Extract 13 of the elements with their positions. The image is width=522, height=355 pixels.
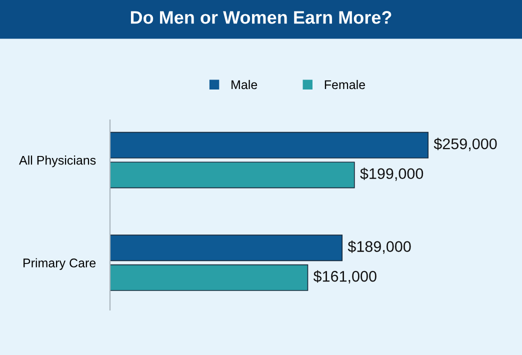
bar: [110, 264, 308, 291]
bar: [110, 162, 355, 188]
data-label: $189,000: [348, 240, 411, 254]
y-tick-label: Primary Care: [24, 258, 96, 270]
bar: [110, 234, 343, 262]
bar: [110, 132, 429, 158]
data-label: $199,000: [360, 168, 424, 181]
chart-title: Do Men or Women Earn More?: [130, 11, 392, 24]
data-label: $161,000: [313, 270, 376, 284]
y-tick-label: All Physicians: [19, 156, 96, 168]
legend-label: Male: [232, 80, 258, 90]
data-label: $259,000: [434, 138, 497, 152]
legend-label: Female: [324, 80, 366, 90]
